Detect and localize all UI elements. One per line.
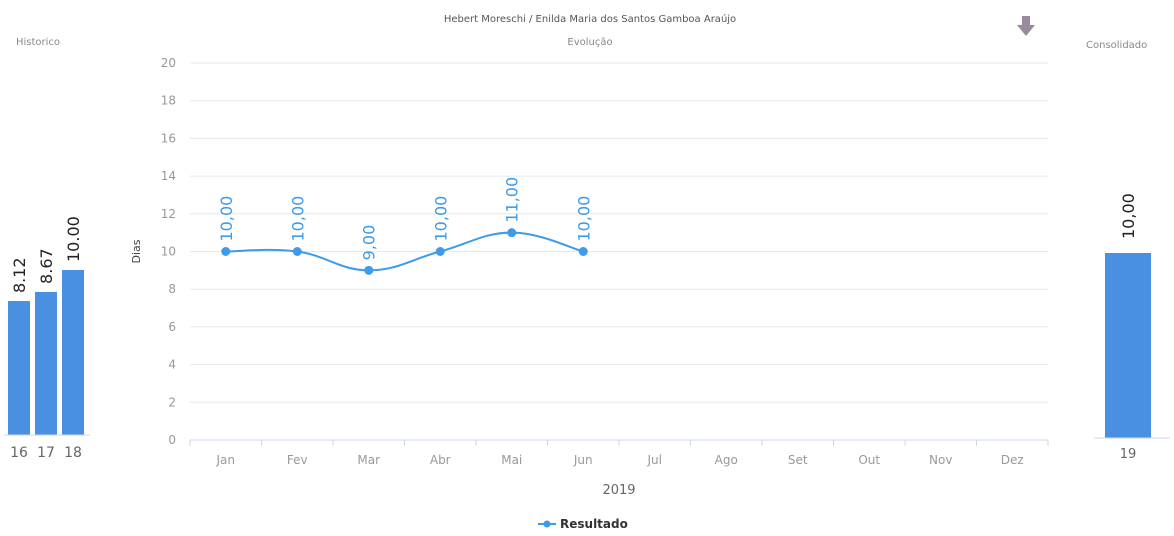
x-tick-label: Abr bbox=[430, 453, 451, 467]
y-tick-label: 4 bbox=[168, 358, 176, 372]
legend-label: Resultado bbox=[560, 517, 628, 531]
historico-bar bbox=[62, 270, 84, 435]
y-tick-label: 18 bbox=[161, 94, 176, 108]
historico-category-label: 16 bbox=[10, 445, 28, 461]
consolidado-category-label: 19 bbox=[1120, 447, 1137, 462]
consolidado-bar bbox=[1105, 253, 1151, 438]
historico-category-label: 17 bbox=[37, 445, 55, 461]
arrow-down-icon bbox=[1017, 16, 1035, 36]
data-point bbox=[578, 247, 588, 256]
data-label: 10,00 bbox=[574, 196, 593, 242]
historico-value-label: 10.00 bbox=[64, 216, 83, 262]
historico-category-label: 18 bbox=[64, 445, 82, 461]
consolidado-title: Consolidado bbox=[1086, 40, 1148, 51]
data-point bbox=[292, 247, 302, 256]
historico-bar bbox=[8, 301, 30, 435]
data-label: 10,00 bbox=[431, 196, 450, 242]
evolucao-chart: 0 2 4 6 8 10 12 14 16 18 20 Jan Fev Mar Abr Mai Jun Jul Ag… bbox=[130, 56, 1049, 498]
y-tick-label: 14 bbox=[161, 169, 176, 183]
data-label: 9,00 bbox=[360, 225, 379, 261]
x-tick-label: Jan bbox=[216, 453, 236, 467]
historico-title: Historico bbox=[16, 37, 61, 48]
legend-marker-icon bbox=[538, 520, 556, 528]
y-tick-label: 6 bbox=[168, 320, 176, 334]
y-tick-label: 12 bbox=[161, 207, 176, 221]
data-label: 10,00 bbox=[288, 196, 307, 242]
historico-chart: 8.12 16 8.67 17 10.00 18 bbox=[4, 216, 90, 461]
x-tick-label: Mar bbox=[357, 453, 380, 467]
chart-subtitle: Evolução bbox=[567, 37, 613, 48]
x-tick-label: Jul bbox=[647, 453, 662, 467]
x-tick-label: Set bbox=[788, 453, 808, 467]
x-tick-label: Mai bbox=[501, 453, 522, 467]
y-tick-label: 20 bbox=[161, 56, 176, 70]
x-tick-label: Fev bbox=[287, 453, 308, 467]
data-point bbox=[364, 265, 374, 275]
historico-value-label: 8.12 bbox=[10, 257, 29, 293]
x-tick-label: Dez bbox=[1001, 453, 1024, 467]
series-line bbox=[225, 231, 584, 272]
x-tick-label: Nov bbox=[929, 453, 952, 467]
data-label: 10,00 bbox=[217, 196, 236, 242]
data-point bbox=[221, 247, 231, 256]
y-tick-label: 16 bbox=[161, 131, 176, 145]
legend-resultado[interactable]: Resultado bbox=[538, 517, 628, 531]
y-tick-label: 2 bbox=[168, 395, 176, 409]
data-label: 11,00 bbox=[503, 177, 522, 223]
y-tick-label: 10 bbox=[161, 245, 176, 259]
historico-bar bbox=[35, 291, 57, 435]
consolidado-value-label: 10,00 bbox=[1119, 193, 1138, 239]
historico-value-label: 8.67 bbox=[37, 248, 56, 284]
data-point bbox=[507, 228, 517, 238]
y-tick-label: 0 bbox=[168, 433, 176, 447]
y-tick-label: 8 bbox=[168, 282, 176, 296]
consolidado-chart: 10,00 19 bbox=[1094, 193, 1170, 462]
chart-title: Hebert Moreschi / Enilda Maria dos Santo… bbox=[443, 14, 737, 25]
x-tick-label: Jun bbox=[573, 453, 593, 467]
x-axis-title: 2019 bbox=[602, 483, 635, 498]
x-tick-label: Out bbox=[858, 453, 880, 467]
download-button[interactable] bbox=[1015, 14, 1037, 38]
data-point bbox=[435, 247, 445, 256]
y-axis-title: Dias bbox=[130, 239, 143, 263]
x-tick-label: Ago bbox=[715, 453, 738, 467]
